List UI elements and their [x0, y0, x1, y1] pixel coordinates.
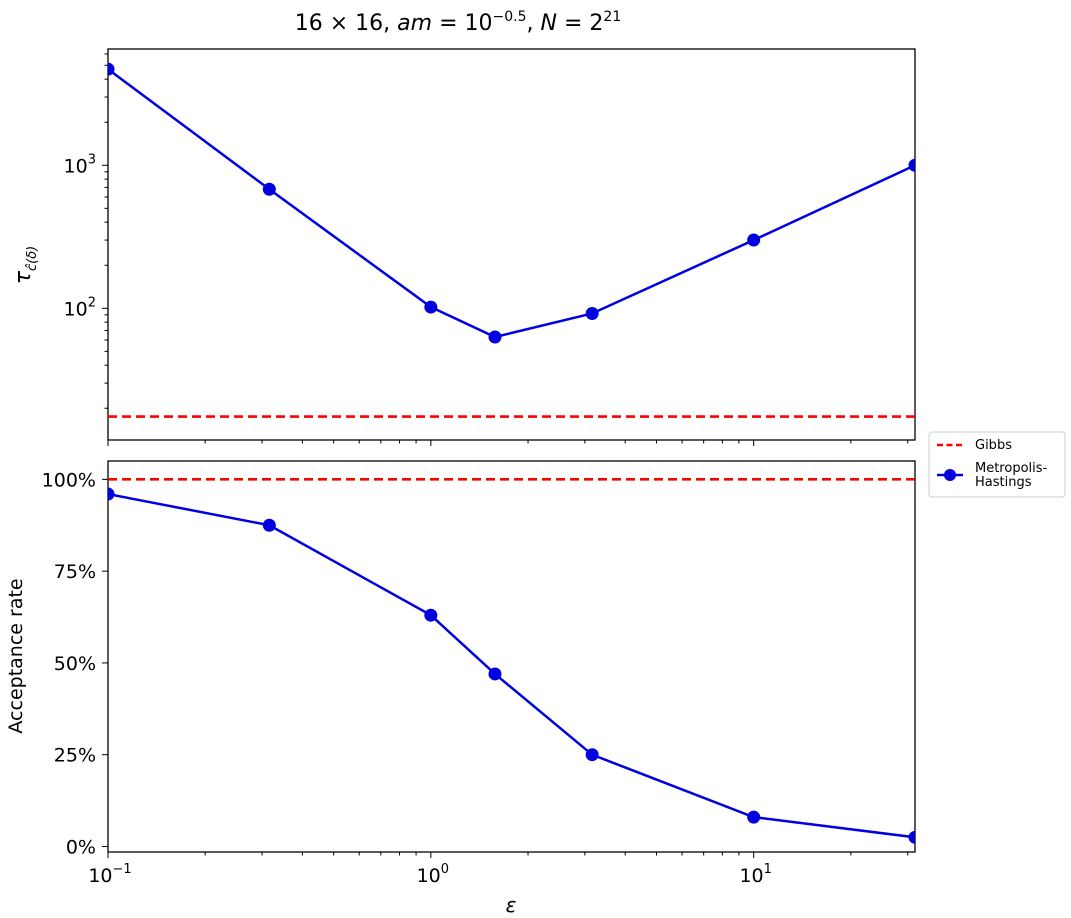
- top-ticks: 102 103: [64, 53, 909, 446]
- top-mh-point: [747, 233, 761, 247]
- bottom-mh-point: [585, 748, 599, 762]
- bottom-mh-point: [908, 830, 915, 844]
- bottom-axes-frame: [107, 460, 916, 853]
- x-axis-label: ε: [506, 893, 517, 917]
- legend-gibbs-label: Gibbs: [975, 438, 1012, 453]
- bottom-ticks: 10−1 100 101 0% 25% 50% 75% 100%: [42, 469, 909, 887]
- top-panel: 102 103 τĉ(δ): [11, 48, 916, 446]
- legend-mh-label-line1: Metropolis-: [975, 461, 1048, 476]
- bottom-mh-point: [424, 608, 438, 622]
- bottom-mh-line: [108, 492, 915, 839]
- x-tick-label: 10−1: [88, 862, 131, 887]
- bottom-y-tick-label: 25%: [54, 745, 96, 767]
- bottom-series: [108, 478, 915, 844]
- bottom-y-tick-label: 50%: [54, 653, 96, 675]
- top-mh-point: [585, 306, 599, 320]
- top-mh-line: [108, 68, 915, 339]
- top-mh-point: [108, 62, 115, 76]
- legend: Gibbs Metropolis- Hastings: [928, 431, 1066, 498]
- bottom-y-tick-label: 100%: [42, 469, 96, 491]
- top-mh-point: [488, 330, 502, 344]
- bottom-y-tick-label: 75%: [54, 561, 96, 583]
- top-axes-frame: [107, 48, 916, 441]
- bottom-mh-point: [747, 810, 761, 824]
- x-tick-label: 101: [739, 862, 771, 887]
- top-mh-point: [908, 158, 915, 172]
- top-y-tick-label: 103: [64, 152, 96, 177]
- bottom-y-tick-label: 0%: [66, 836, 96, 858]
- bottom-y-axis-label: Acceptance rate: [5, 578, 27, 733]
- legend-mh-label-line2: Hastings: [975, 475, 1032, 490]
- bottom-mh-point: [262, 518, 276, 532]
- legend-box: [928, 431, 1066, 498]
- legend-mh-swatch-marker: [944, 469, 956, 481]
- top-series: [108, 62, 915, 418]
- bottom-panel: 10−1 100 101 0% 25% 50% 75% 100% Acceptance rat…: [5, 460, 916, 917]
- x-tick-label: 100: [417, 862, 449, 887]
- top-y-axis-label: τĉ(δ): [11, 246, 40, 285]
- bottom-mh-point: [108, 487, 115, 501]
- bottom-mh-point: [488, 667, 502, 681]
- top-mh-point: [262, 182, 276, 196]
- top-y-tick-label: 102: [64, 295, 96, 320]
- chart-title: 16 × 16, am = 10−0.5, N = 221: [295, 9, 621, 36]
- top-mh-point: [424, 300, 438, 314]
